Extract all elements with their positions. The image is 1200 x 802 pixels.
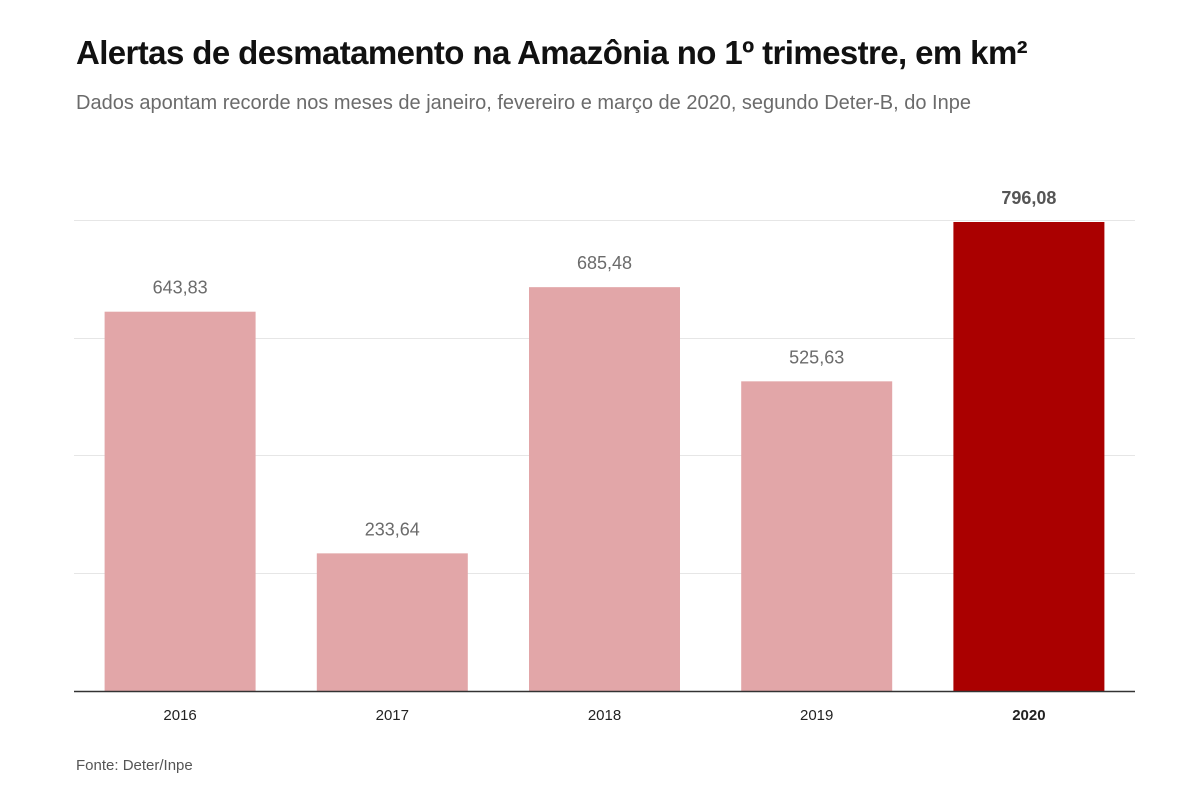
x-tick-label-2018: 2018 [588,707,621,724]
value-label-2018: 685,48 [577,253,632,273]
chart-subtitle: Dados apontam recorde nos meses de janei… [76,92,971,114]
x-tick-label-2019: 2019 [800,707,833,724]
source-note: Fonte: Deter/Inpe [76,757,193,774]
bar-2017 [316,553,468,691]
x-tick-label-2016: 2016 [163,707,196,724]
bar-2018 [529,287,680,691]
value-label-2017: 233,64 [365,519,420,539]
bar-2020 [953,222,1105,691]
bar-2016 [104,311,256,691]
value-label-2020: 796,08 [1001,188,1056,208]
value-label-2016: 643,83 [153,278,208,298]
chart-title: Alertas de desmatamento na Amazônia no 1… [76,34,1028,71]
x-tick-label-2020: 2020 [1012,707,1045,724]
x-tick-label-2017: 2017 [376,707,409,724]
value-label-2019: 525,63 [789,347,844,367]
bar-2019 [741,381,893,691]
